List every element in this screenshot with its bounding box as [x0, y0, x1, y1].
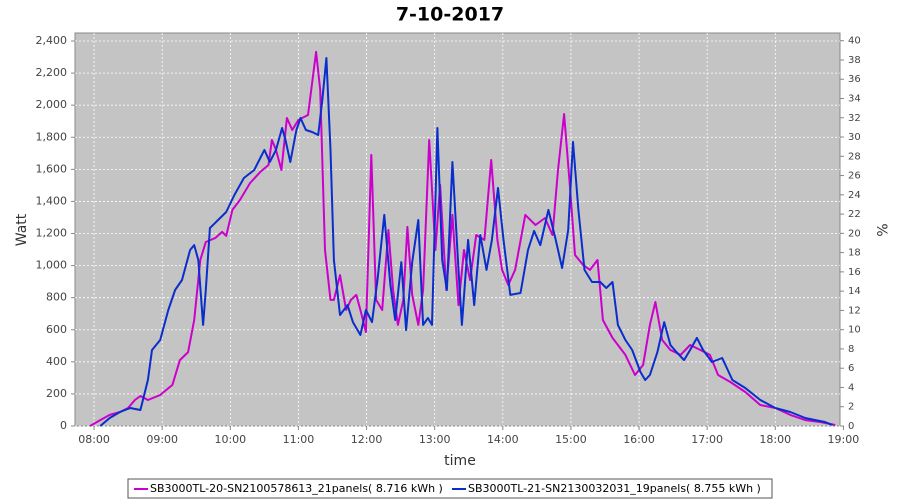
x-tick-label: 19:00 [828, 433, 860, 446]
x-axis-label: time [444, 453, 476, 469]
legend-label: SB3000TL-20-SN2100578613_21panels( 8.716… [150, 482, 443, 495]
y2-tick-label: 10 [848, 325, 861, 336]
plot-area [74, 32, 841, 427]
x-tick-label: 15:00 [555, 433, 587, 446]
x-tick-label: 17:00 [691, 433, 723, 446]
y2-tick-label: 4 [848, 382, 854, 393]
y-tick-label: 1,200 [36, 227, 68, 240]
series-line [89, 50, 836, 427]
y-tick-label: 2,200 [36, 66, 68, 79]
y2-tick-label: 38 [848, 55, 861, 66]
legend-label: SB3000TL-21-SN2130032031_19panels( 8.755… [468, 482, 761, 495]
x-tick-label: 10:00 [214, 433, 246, 446]
chart-title: 7-10-2017 [396, 4, 504, 26]
y-tick-label: 2,400 [36, 34, 68, 47]
x-tick-label: 09:00 [146, 433, 178, 446]
y-tick-label: 2,000 [36, 98, 68, 111]
y2-tick-label: 24 [848, 190, 861, 201]
y-tick-label: 1,400 [36, 194, 68, 207]
series-line [99, 57, 833, 427]
x-tick-label: 12:00 [351, 433, 383, 446]
y2-tick-label: 32 [848, 113, 861, 124]
y2-tick-label: 0 [848, 421, 854, 432]
legend [127, 478, 773, 499]
y2-tick-label: 6 [848, 363, 854, 374]
y2-tick-label: 26 [848, 171, 861, 182]
y-tick-label: 1,000 [36, 259, 68, 272]
x-tick-label: 18:00 [759, 433, 791, 446]
y2-tick-label: 28 [848, 151, 861, 162]
y-tick-label: 0 [60, 419, 67, 432]
y2-tick-label: 14 [848, 286, 861, 297]
y2-tick-label: 34 [848, 94, 861, 105]
y2-tick-label: 8 [848, 344, 854, 355]
y2-tick-label: 2 [848, 402, 854, 413]
y2-axis-label: % [873, 223, 889, 236]
y2-tick-label: 30 [848, 132, 861, 143]
y-tick-label: 600 [46, 323, 67, 336]
y2-tick-label: 36 [848, 74, 861, 85]
x-tick-label: 14:00 [487, 433, 519, 446]
y-tick-label: 200 [46, 387, 67, 400]
y2-tick-label: 18 [848, 248, 861, 259]
x-tick-label: 13:00 [419, 433, 451, 446]
y2-tick-label: 20 [848, 228, 861, 239]
y2-tick-label: 22 [848, 209, 861, 220]
x-tick-label: 16:00 [623, 433, 655, 446]
y-tick-label: 400 [46, 355, 67, 368]
y-tick-label: 800 [46, 291, 67, 304]
y2-tick-label: 40 [848, 36, 861, 47]
y-tick-label: 1,600 [36, 162, 68, 175]
x-tick-label: 08:00 [78, 433, 110, 446]
y2-tick-label: 16 [848, 267, 861, 278]
x-tick-label: 11:00 [283, 433, 315, 446]
y-tick-label: 1,800 [36, 130, 68, 143]
y-axis-label: Watt [14, 213, 30, 246]
y2-tick-label: 12 [848, 305, 861, 316]
